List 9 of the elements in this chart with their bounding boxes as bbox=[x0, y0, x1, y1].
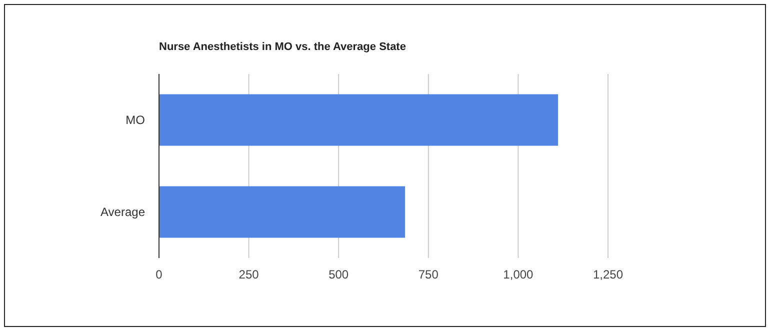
x-tick-label: 1,250 bbox=[592, 268, 624, 282]
y-tick-label: Average bbox=[100, 204, 146, 219]
x-tick-label: 0 bbox=[156, 268, 163, 282]
y-tick-label: MO bbox=[126, 112, 145, 127]
chart-title: Nurse Anesthetists in MO vs. the Average State bbox=[159, 41, 406, 53]
x-tick-label: 500 bbox=[328, 268, 349, 282]
x-tick-label: 250 bbox=[238, 268, 260, 282]
x-tick-label: 1,000 bbox=[503, 268, 534, 282]
x-tick-label: 750 bbox=[418, 268, 439, 282]
